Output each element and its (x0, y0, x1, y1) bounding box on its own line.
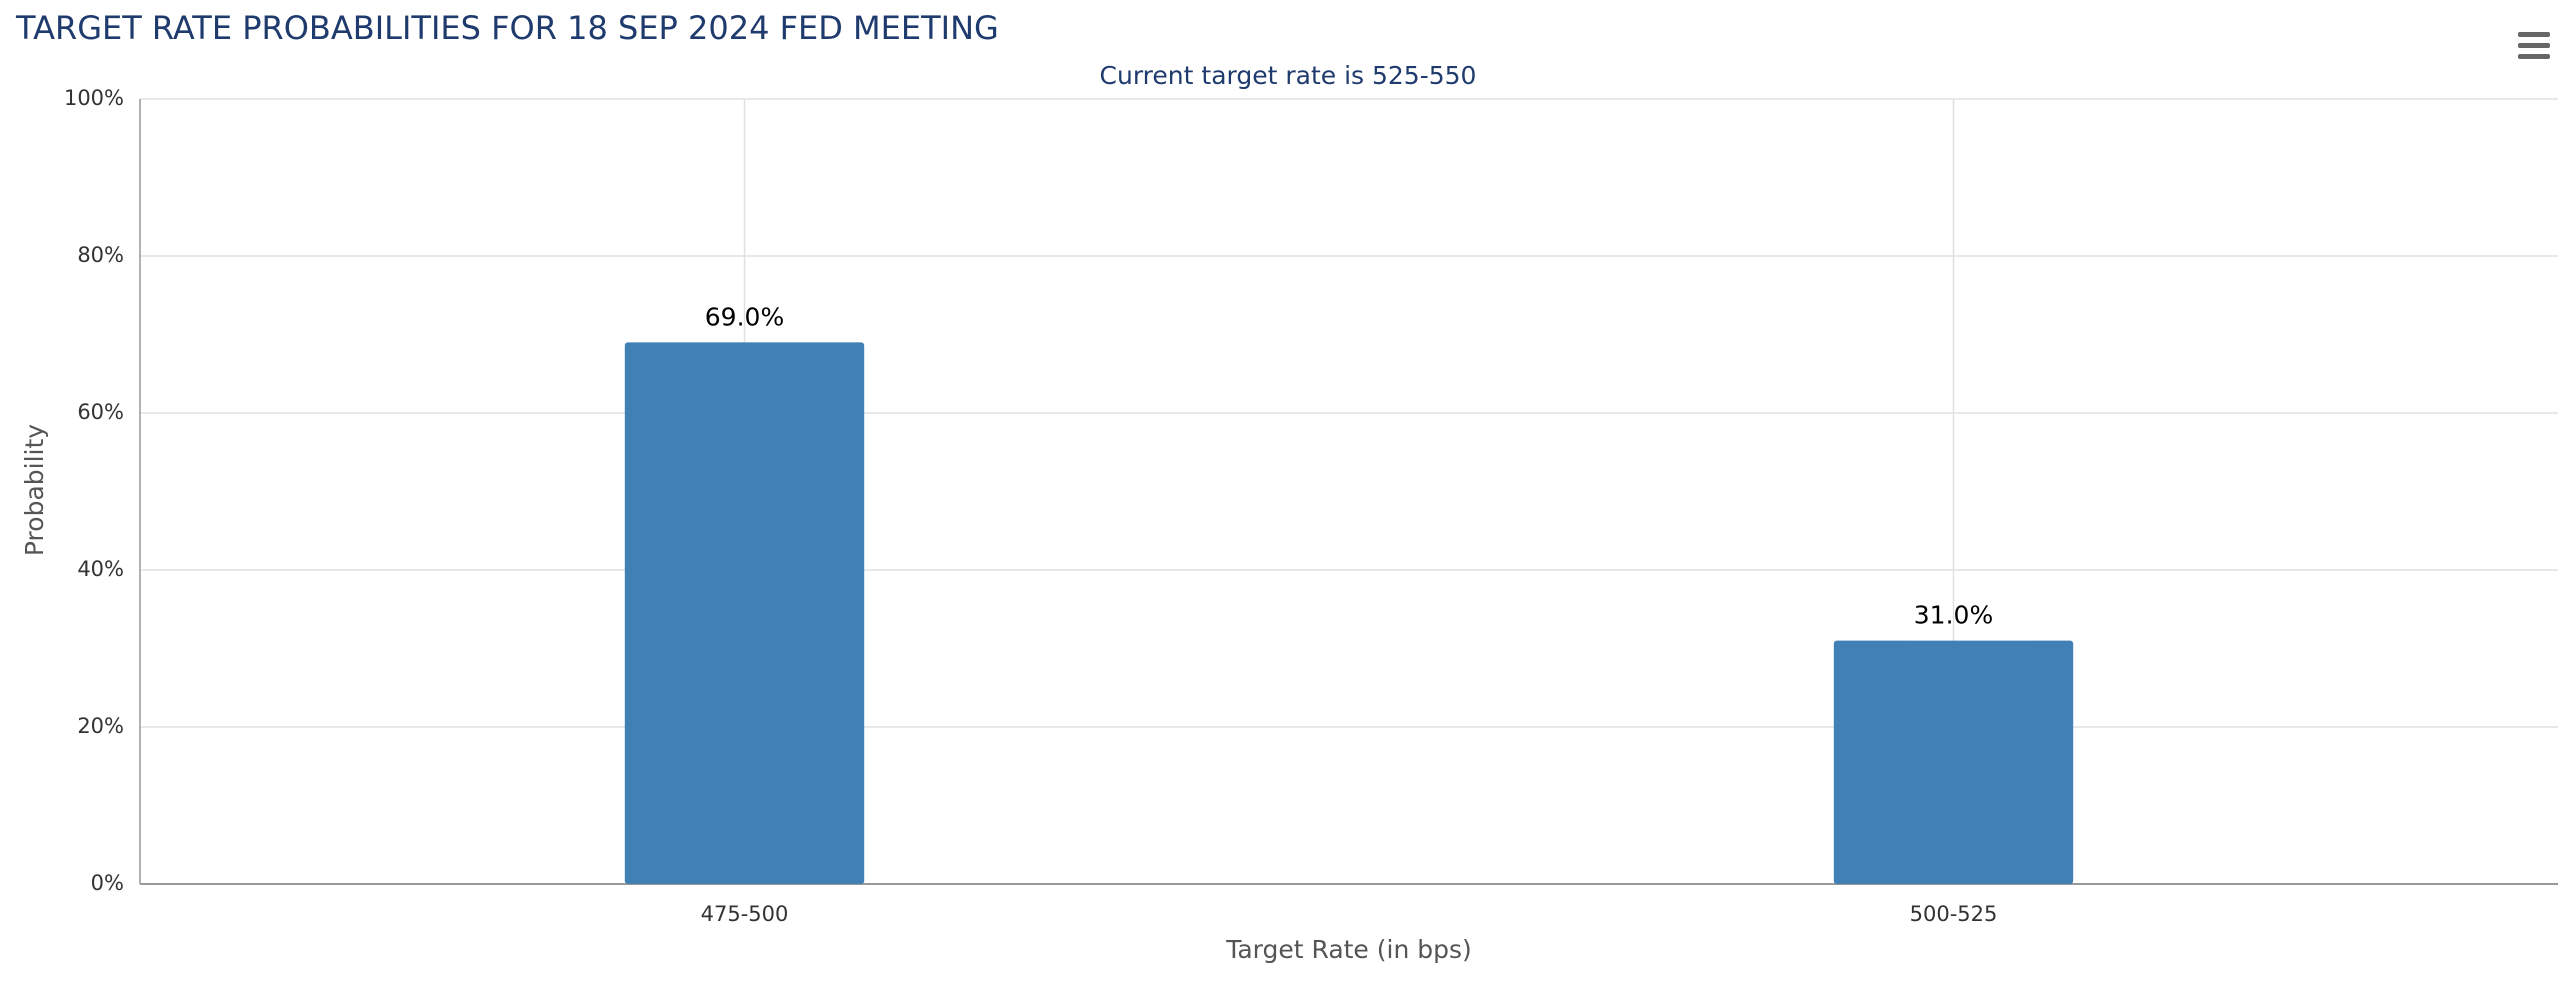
y-tick-label: 100% (64, 86, 124, 110)
menu-bar (2518, 43, 2550, 48)
x-tick-label: 500-525 (1910, 902, 1998, 926)
y-axis-title: Probability (20, 424, 49, 556)
y-tick-label: 40% (77, 557, 124, 581)
chart-subtitle: Current target rate is 525-550 (1100, 61, 1477, 90)
data-label: 69.0% (705, 302, 784, 331)
bar (1833, 640, 2074, 884)
y-tick-label: 60% (77, 400, 124, 424)
menu-bar (2518, 54, 2550, 59)
bar (624, 342, 865, 885)
chart-title: TARGET RATE PROBABILITIES FOR 18 SEP 202… (15, 9, 999, 47)
y-tick-label: 80% (77, 243, 124, 267)
menu-bar (2518, 32, 2550, 37)
x-axis-title: Target Rate (in bps) (1225, 935, 1472, 964)
x-tick-label: 475-500 (701, 902, 789, 926)
y-tick-label: 0% (91, 871, 124, 895)
y-tick-label: 20% (77, 714, 124, 738)
menu-button[interactable] (2518, 32, 2550, 59)
data-label: 31.0% (1914, 601, 1993, 630)
